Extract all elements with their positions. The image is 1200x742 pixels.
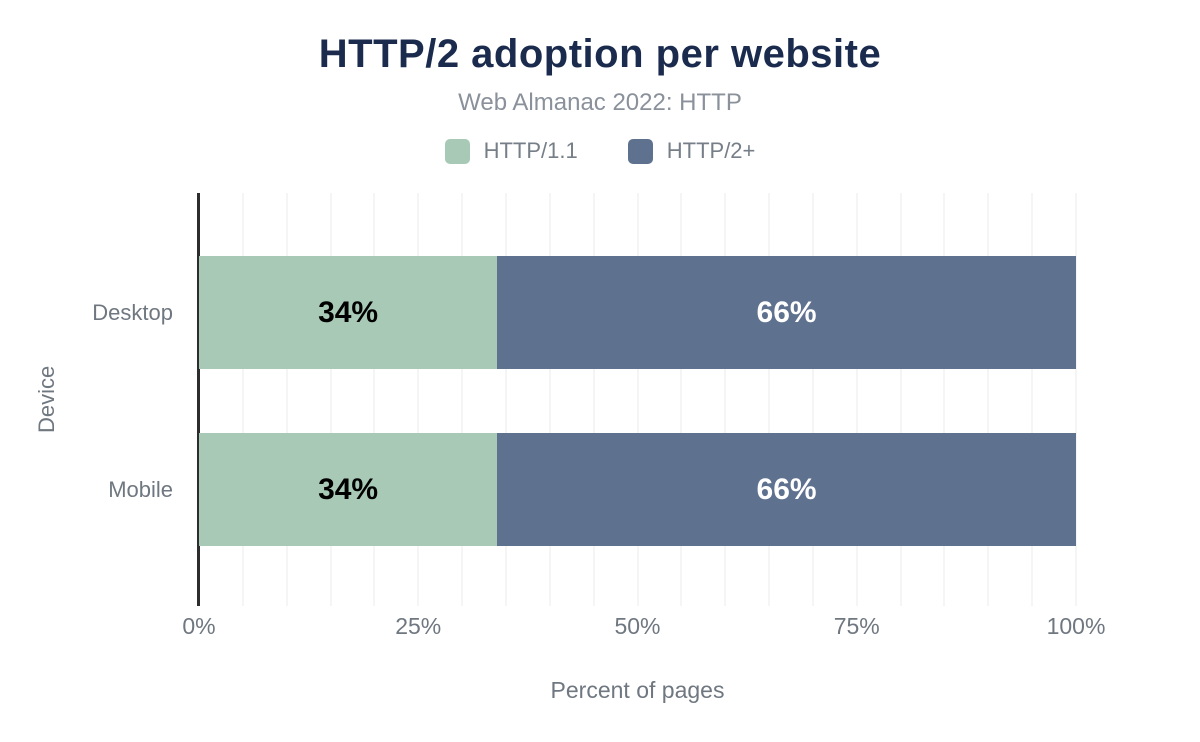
gridline [241,193,244,606]
legend-label: HTTP/1.1 [483,138,578,163]
x-tick-75: 75% [833,613,880,639]
bar-segment-desktop-http11: 34% [199,256,498,369]
bar-segment-mobile-http2: 66% [497,433,1076,546]
gridline [680,193,683,606]
bar-segment-desktop-http2: 66% [497,256,1076,369]
bar-segment-mobile-http11: 34% [199,433,498,546]
gridline [329,193,332,606]
x-axis-title: Percent of pages [550,677,725,703]
gridline [285,193,288,606]
category-label-mobile: Mobile [108,476,173,502]
gridline [1075,193,1077,606]
gridline [373,193,376,606]
category-label-desktop: Desktop [92,299,173,325]
x-tick-100: 100% [1046,613,1106,639]
gridline [504,193,507,606]
gridline [636,193,639,606]
gridline [855,193,858,606]
gridline [461,193,464,606]
gridline [417,193,420,606]
x-axis-tick-labels: 0% 25% 50% 75% 100% [182,613,1105,643]
gridline [811,193,814,606]
x-tick-50: 50% [614,613,661,639]
gridline [768,193,771,606]
x-tick-0: 0% [182,613,216,639]
gridline [1031,193,1034,606]
gridline [592,193,595,606]
legend: HTTP/1.1 HTTP/2+ [0,138,1200,164]
legend-swatch-icon [627,138,653,164]
bar-mobile: 34% 66% [199,433,1076,546]
legend-label: HTTP/2+ [666,138,756,163]
gridline [899,193,902,606]
legend-item-http2: HTTP/2+ [627,138,756,164]
gridline [943,193,946,606]
chart-title: HTTP/2 adoption per website [318,32,882,76]
gridline [724,193,727,606]
plot-area: 34% 66% 34% 66% [197,193,1077,606]
y-axis-line [197,193,200,606]
y-axis-category-labels: Desktop Mobile [0,193,185,606]
x-tick-25: 25% [395,613,442,639]
gridline [987,193,990,606]
chart-subtitle: Web Almanac 2022: HTTP [458,89,742,116]
legend-swatch-icon [444,138,470,164]
bar-desktop: 34% 66% [199,256,1076,369]
legend-item-http1: HTTP/1.1 [444,138,578,164]
gridline [548,193,551,606]
